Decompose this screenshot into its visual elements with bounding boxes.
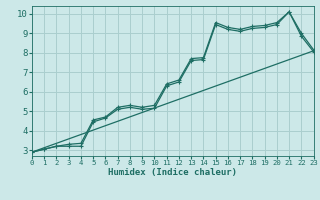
X-axis label: Humidex (Indice chaleur): Humidex (Indice chaleur) <box>108 168 237 177</box>
